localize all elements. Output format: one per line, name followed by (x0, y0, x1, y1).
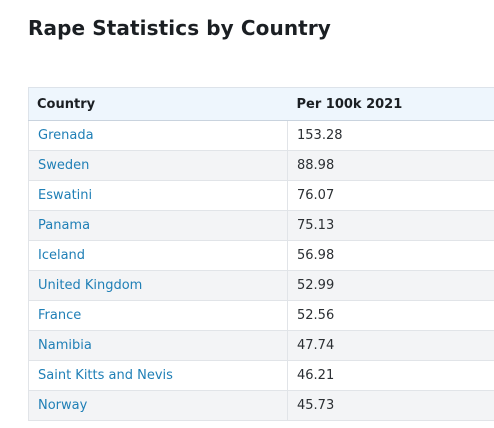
country-cell: Namibia (28, 330, 288, 361)
rate-cell: 88.98 (287, 150, 494, 181)
country-link[interactable]: Sweden (38, 158, 90, 173)
table-row: Namibia 47.74 (28, 330, 494, 361)
rate-cell: 52.99 (287, 270, 494, 301)
table-body: Grenada 153.28 Sweden 88.98 Eswatini 76.… (28, 120, 494, 421)
table-row: Grenada 153.28 (28, 120, 494, 151)
country-cell: Sweden (28, 150, 288, 181)
table-row: Sweden 88.98 (28, 150, 494, 181)
table-header-row: Country Per 100k 2021 (28, 87, 494, 121)
rate-cell: 47.74 (287, 330, 494, 361)
table-row: France 52.56 (28, 300, 494, 331)
country-link[interactable]: Eswatini (38, 188, 93, 203)
country-link[interactable]: Saint Kitts and Nevis (38, 368, 173, 383)
table-row: Norway 45.73 (28, 390, 494, 421)
country-link[interactable]: United Kingdom (38, 278, 143, 293)
statistics-table-container: Country Per 100k 2021 Grenada 153.28 Swe… (28, 87, 494, 421)
column-header-rate[interactable]: Per 100k 2021 (287, 87, 494, 121)
country-cell: France (28, 300, 288, 331)
statistics-table: Country Per 100k 2021 Grenada 153.28 Swe… (28, 87, 494, 421)
country-cell: Grenada (28, 120, 288, 151)
country-link[interactable]: Panama (38, 218, 91, 233)
table-row: United Kingdom 52.99 (28, 270, 494, 301)
country-cell: United Kingdom (28, 270, 288, 301)
table-row: Eswatini 76.07 (28, 180, 494, 211)
page-title: Rape Statistics by Country (28, 16, 331, 40)
rate-cell: 76.07 (287, 180, 494, 211)
country-link[interactable]: France (38, 308, 82, 323)
table-row: Panama 75.13 (28, 210, 494, 241)
country-link[interactable]: Norway (38, 398, 88, 413)
country-link[interactable]: Iceland (38, 248, 86, 263)
rate-cell: 46.21 (287, 360, 494, 391)
country-cell: Saint Kitts and Nevis (28, 360, 288, 391)
rate-cell: 45.73 (287, 390, 494, 421)
rate-cell: 56.98 (287, 240, 494, 271)
country-cell: Panama (28, 210, 288, 241)
table-row: Iceland 56.98 (28, 240, 494, 271)
rate-cell: 52.56 (287, 300, 494, 331)
rate-cell: 75.13 (287, 210, 494, 241)
country-cell: Iceland (28, 240, 288, 271)
rate-cell: 153.28 (287, 120, 494, 151)
country-cell: Eswatini (28, 180, 288, 211)
country-link[interactable]: Namibia (38, 338, 92, 353)
table-row: Saint Kitts and Nevis 46.21 (28, 360, 494, 391)
column-header-country[interactable]: Country (28, 87, 288, 121)
country-cell: Norway (28, 390, 288, 421)
country-link[interactable]: Grenada (38, 128, 94, 143)
table-header: Country Per 100k 2021 (28, 87, 494, 121)
